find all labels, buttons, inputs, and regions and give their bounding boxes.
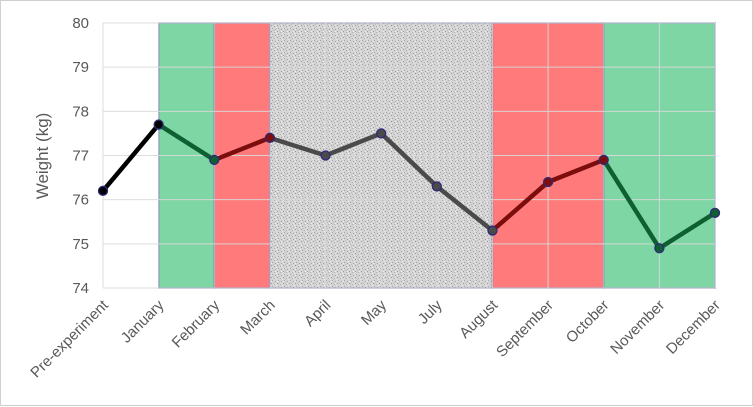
line-segment — [100, 122, 161, 194]
data-point-4 — [264, 132, 276, 143]
line-segment — [434, 184, 495, 233]
x-tick-label: May — [358, 296, 390, 328]
x-tick-label: Pre-experiment — [27, 296, 112, 381]
gridlines — [102, 22, 716, 289]
data-point-9 — [542, 176, 554, 188]
data-point-11 — [654, 243, 665, 254]
x-tick-label: April — [301, 297, 334, 330]
line-segment — [156, 122, 217, 163]
y-tick-label: 78 — [72, 103, 89, 120]
data-point-8 — [487, 225, 498, 236]
data-point-12 — [709, 207, 721, 219]
y-tick-label: 80 — [72, 15, 89, 32]
y-axis-ticks: 74 75 76 77 78 79 80 — [72, 15, 89, 297]
x-tick-label: September — [493, 297, 557, 361]
line-segment — [545, 157, 606, 185]
x-tick-label: November — [607, 297, 668, 358]
line-segment — [323, 131, 384, 158]
data-point-10 — [598, 154, 609, 166]
y-axis-label: Weight (kg) — [33, 113, 52, 200]
data-point-2 — [153, 119, 164, 130]
line-segment — [212, 135, 273, 163]
x-tick-label: December — [663, 297, 724, 358]
x-tick-label: July — [415, 296, 446, 327]
series-line — [100, 122, 718, 251]
y-tick-label: 75 — [72, 236, 89, 253]
data-point-7 — [431, 181, 442, 192]
line-segment — [490, 179, 551, 233]
line-segment — [267, 135, 328, 158]
line-segment — [378, 131, 440, 189]
x-tick-label: February — [169, 296, 224, 351]
x-tick-label: March — [237, 297, 278, 338]
data-point-6 — [376, 128, 387, 139]
data-point-1 — [97, 185, 109, 196]
y-tick-label: 79 — [72, 59, 89, 76]
y-tick-label: 77 — [72, 148, 89, 165]
x-axis-ticks: Pre-experiment January February March April M… — [27, 296, 724, 381]
x-tick-label: August — [456, 296, 502, 342]
x-tick-label: October — [563, 297, 613, 347]
data-point-3 — [209, 154, 220, 166]
line-segment — [601, 157, 662, 251]
line-segment — [657, 210, 718, 251]
data-point-5 — [320, 150, 331, 161]
x-tick-label: January — [118, 296, 168, 346]
data-points — [97, 119, 721, 254]
y-tick-label: 76 — [72, 192, 89, 209]
y-tick-label: 74 — [72, 280, 89, 297]
